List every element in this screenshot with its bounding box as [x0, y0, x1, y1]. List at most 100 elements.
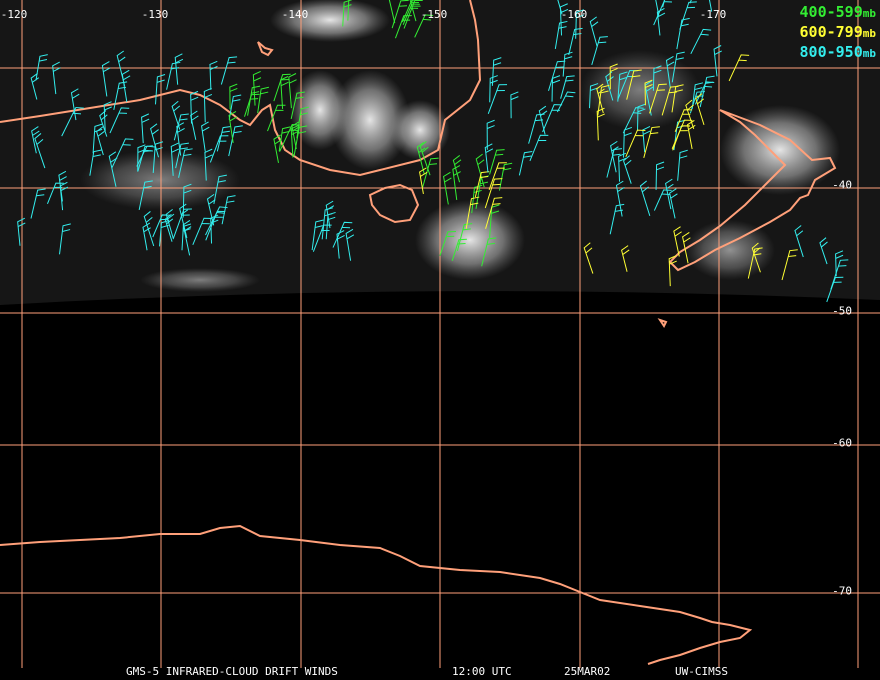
- wind-barb: [554, 20, 568, 50]
- wind-barb: [653, 189, 672, 211]
- lat-label-60: -60: [832, 436, 852, 450]
- lon-label-140: -140: [281, 8, 309, 21]
- wind-barb: [615, 180, 625, 217]
- caption-product: GMS-5 INFRARED-CLOUD DRIFT WINDS: [126, 665, 338, 678]
- wind-barb: [781, 249, 798, 281]
- wind-barb: [835, 250, 844, 277]
- wind-barb: [347, 0, 350, 21]
- wind-barb: [456, 223, 473, 251]
- wind-barb: [498, 162, 513, 191]
- wind-barb: [665, 178, 674, 210]
- caption-date: 25MAR02: [564, 665, 611, 678]
- wind-barb: [280, 76, 289, 109]
- wind-barb: [617, 71, 628, 102]
- wind-barb: [229, 83, 238, 110]
- wind-barb: [99, 110, 108, 137]
- wind-barb: [622, 155, 632, 184]
- wind-barb: [542, 104, 563, 133]
- wind-barb: [708, 0, 713, 12]
- wind-barb: [548, 60, 566, 91]
- wind-barb: [121, 69, 131, 103]
- wind-barb: [484, 143, 494, 173]
- wind-barb: [695, 93, 705, 125]
- wind-barb: [165, 208, 175, 239]
- wind-barb: [643, 126, 660, 158]
- wind-barb: [489, 75, 498, 103]
- wind-barb: [138, 180, 153, 211]
- wind-barb: [685, 99, 695, 130]
- lat-label-50: -50: [832, 304, 852, 318]
- wind-barb: [679, 1, 697, 30]
- wind-barb: [336, 230, 345, 259]
- wind-barb: [626, 69, 642, 100]
- wind-barb: [488, 162, 507, 190]
- image-caption: GMS-5 INFRARED-CLOUD DRIFT WINDS 12:00 U…: [0, 665, 880, 679]
- wind-barb: [489, 149, 505, 175]
- wind-barb: [653, 0, 672, 26]
- wind-barb: [682, 232, 691, 264]
- wind-barb: [290, 91, 305, 120]
- wind-barb: [830, 259, 849, 290]
- wind-barb: [609, 63, 618, 90]
- lon-label-150: -150: [420, 8, 448, 21]
- legend-item-400: 400-599mb: [799, 3, 876, 21]
- wind-barb: [439, 230, 456, 256]
- wind-barb: [111, 138, 134, 168]
- wind-barb: [671, 51, 685, 83]
- wind-barb: [465, 196, 480, 229]
- wind-barb: [213, 174, 227, 205]
- wind-barb: [677, 149, 688, 181]
- wind-barb: [403, 0, 423, 29]
- wind-barb: [409, 0, 417, 22]
- wind-barb: [691, 82, 704, 109]
- wind-barb: [486, 119, 495, 150]
- wind-barb: [583, 242, 594, 274]
- wind-barb: [173, 113, 189, 141]
- wind-barb: [419, 140, 431, 176]
- caption-time: 12:00 UTC: [452, 665, 512, 678]
- wind-barb: [182, 220, 192, 256]
- wind-barb: [190, 110, 199, 140]
- lon-label-160: -160: [560, 8, 588, 21]
- wind-barb: [59, 223, 71, 255]
- wind-barb: [92, 123, 103, 154]
- wind-barb: [665, 56, 675, 88]
- wind-barb: [562, 51, 573, 77]
- wind-barb: [609, 203, 625, 235]
- cloud-layer: [80, 0, 840, 292]
- wind-barb: [58, 170, 67, 202]
- wind-barb: [221, 195, 236, 225]
- wind-barb: [687, 120, 696, 150]
- wind-barb: [312, 224, 332, 252]
- wind-barb: [192, 217, 212, 245]
- wind-barb: [655, 0, 660, 17]
- wind-barb: [751, 242, 761, 273]
- wind-barb: [228, 125, 243, 157]
- wind-barb: [30, 188, 46, 219]
- wind-barb: [174, 53, 184, 85]
- wind-barb: [154, 74, 166, 105]
- wind-barb: [332, 221, 353, 248]
- wind-barb: [639, 180, 651, 217]
- wind-barb: [560, 75, 575, 99]
- wind-barb: [676, 17, 690, 50]
- wind-barb: [452, 155, 462, 183]
- legend-item-600: 600-799mb: [799, 23, 876, 41]
- wind-barb: [652, 65, 662, 91]
- wind-barb: [484, 178, 503, 209]
- wind-barb: [625, 129, 646, 158]
- wind-barb: [419, 167, 428, 194]
- wind-barb: [487, 84, 508, 115]
- wind-barb: [170, 142, 180, 176]
- wind-barb: [342, 0, 352, 27]
- wind-barb: [152, 214, 171, 238]
- wind-barb: [247, 85, 261, 116]
- wind-barb: [204, 148, 213, 181]
- wind-barb: [220, 56, 238, 85]
- wind-barb: [637, 103, 646, 132]
- lat-label-70: -70: [832, 584, 852, 598]
- wind-barb: [201, 121, 210, 152]
- lon-label-120: -120: [0, 8, 28, 21]
- wind-barb: [175, 142, 189, 169]
- wind-barb: [655, 161, 665, 190]
